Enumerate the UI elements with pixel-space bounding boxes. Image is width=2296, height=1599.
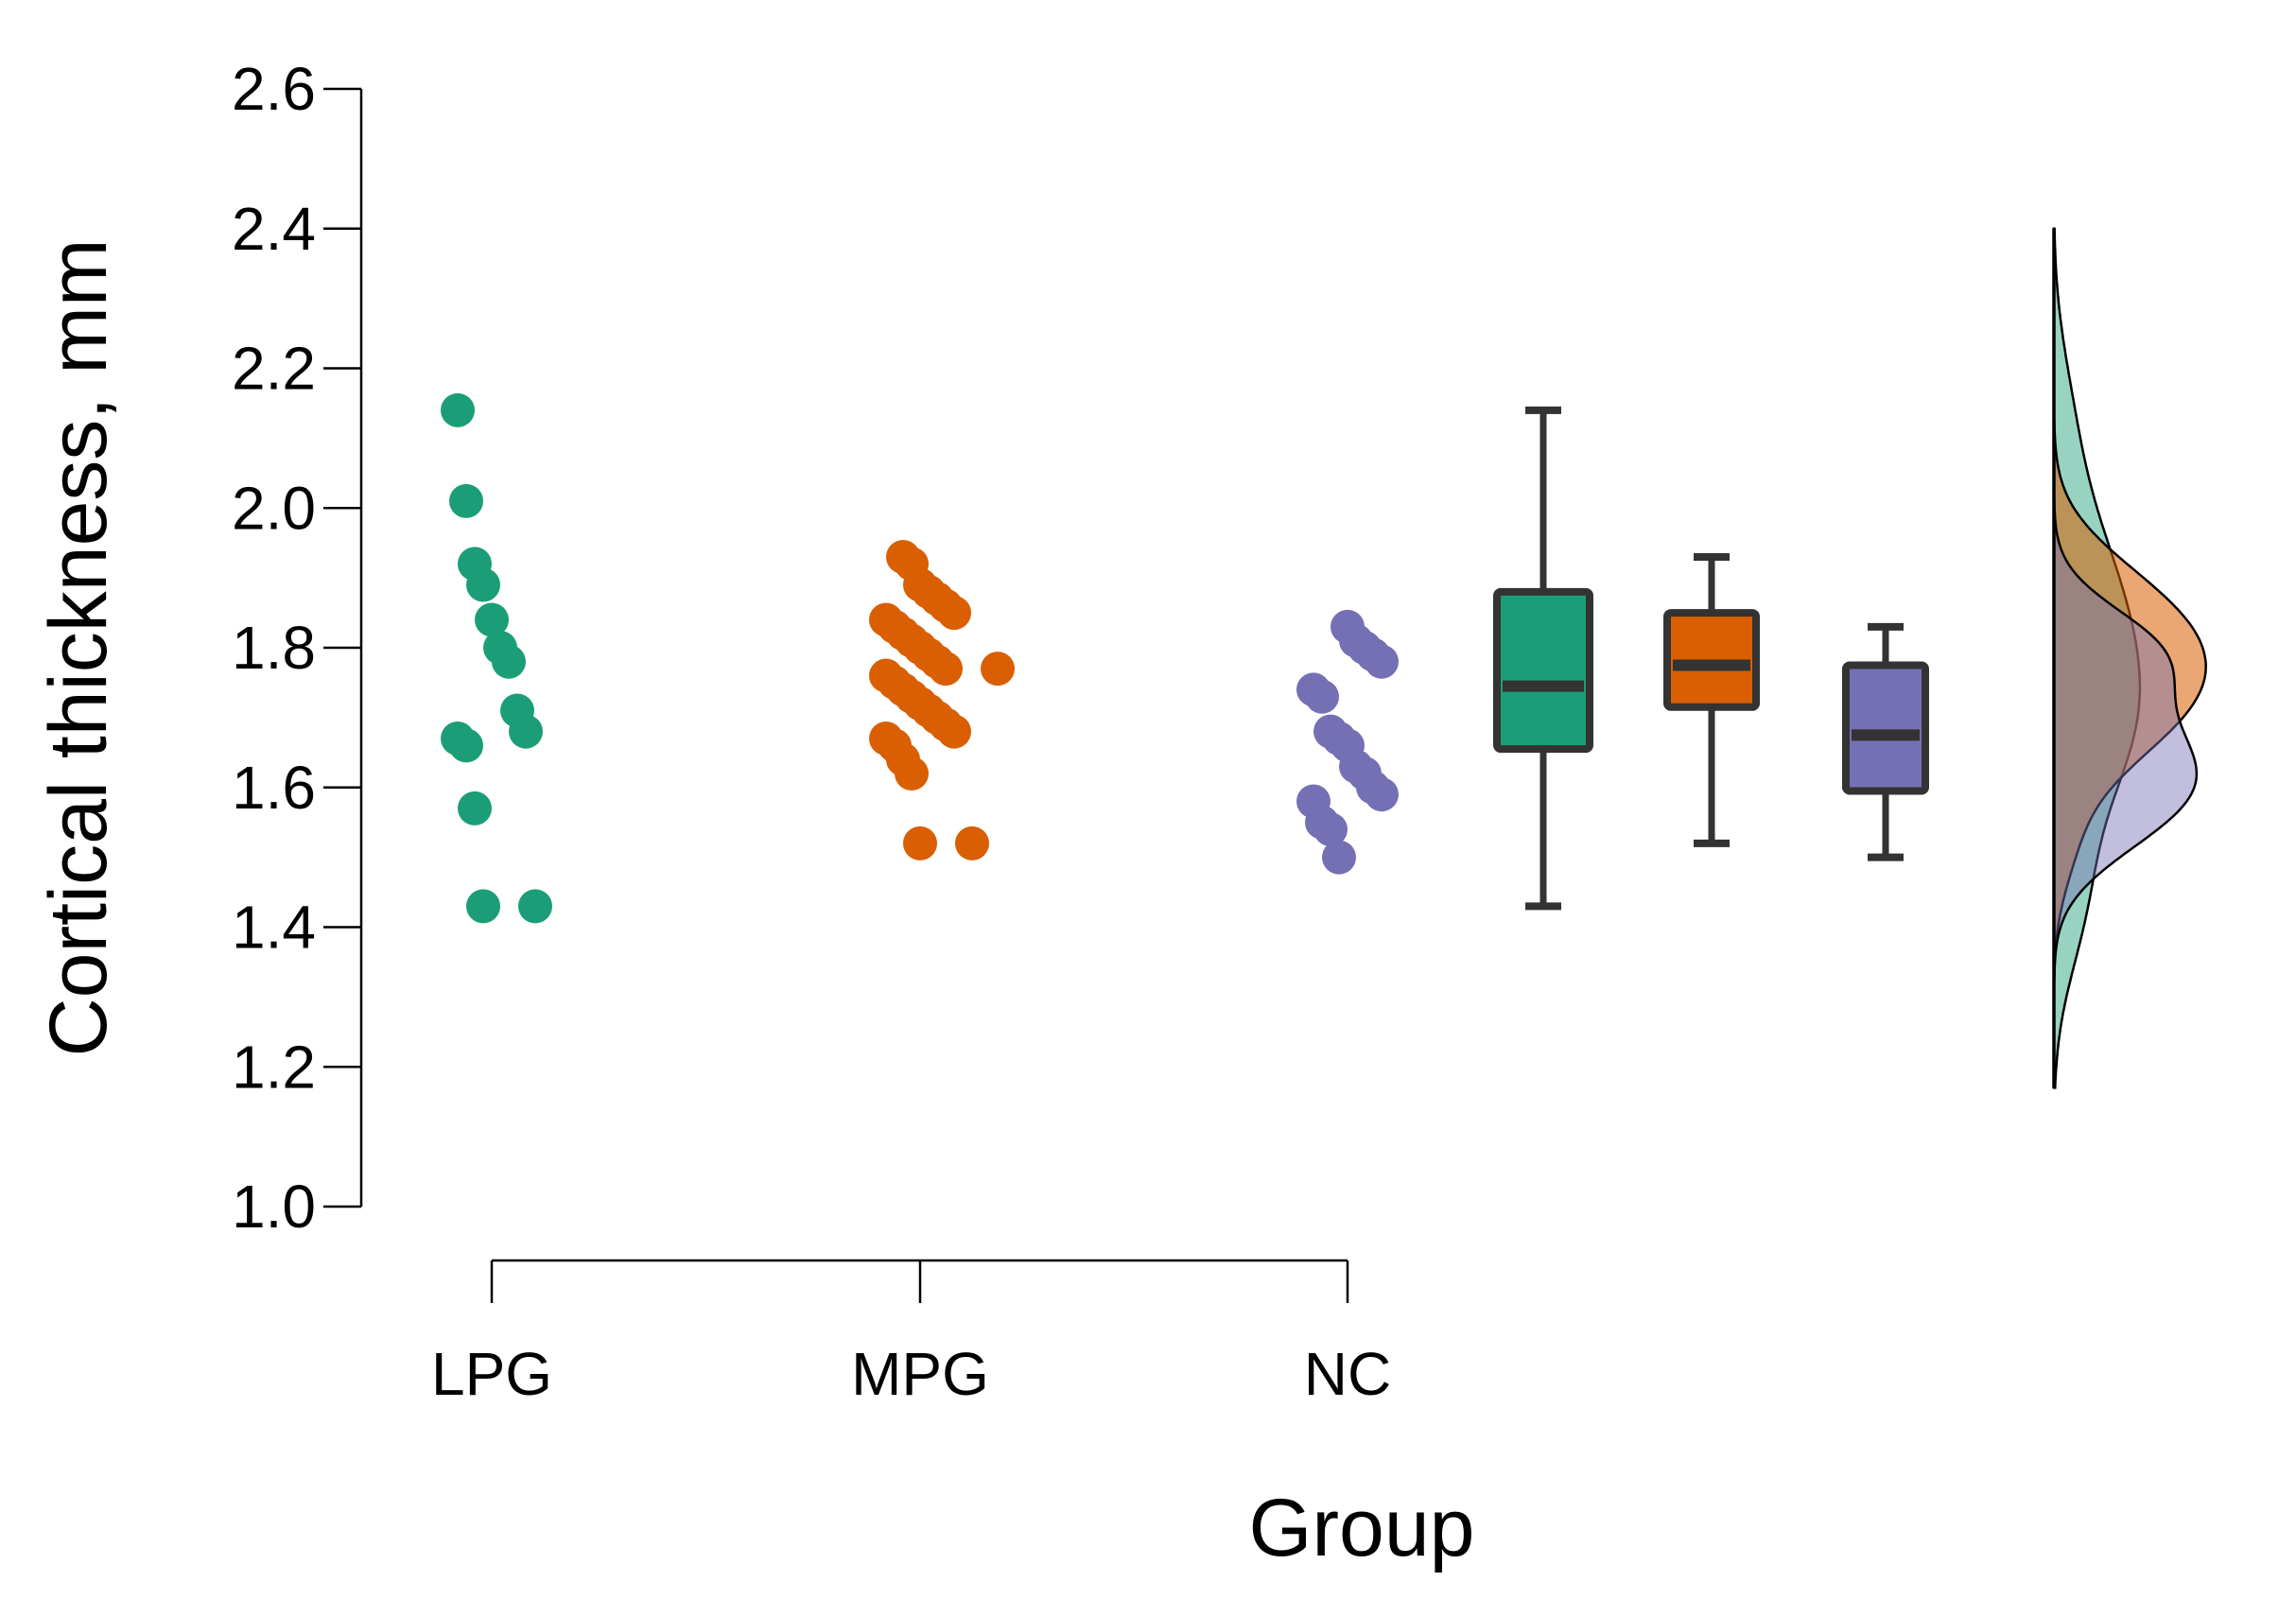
density-clouds — [2052, 227, 2207, 1089]
data-point-lpg — [466, 567, 500, 602]
data-point-lpg — [518, 889, 552, 924]
y-tick-label: 1.4 — [232, 894, 316, 962]
data-point-lpg — [466, 889, 500, 924]
data-point-mpg — [895, 756, 929, 791]
data-point-mpg — [955, 826, 989, 860]
y-tick-label: 1.0 — [232, 1173, 316, 1241]
x-tick-label-mpg: MPG — [851, 1340, 989, 1408]
y-axis-title: Cortical thickness, mm — [33, 239, 124, 1057]
y-tick-label: 1.6 — [232, 754, 316, 822]
data-point-mpg — [929, 652, 963, 687]
data-point-nc — [1305, 679, 1339, 714]
y-tick-label: 2.2 — [232, 335, 316, 403]
y-tick-label: 2.6 — [232, 55, 316, 123]
data-point-nc — [1322, 840, 1356, 875]
box-lpg — [1493, 587, 1593, 754]
data-point-nc — [1313, 812, 1348, 847]
scatter-points — [441, 392, 1399, 924]
x-axis-title: Group — [1248, 1483, 1474, 1573]
data-point-mpg — [937, 596, 971, 631]
data-point-mpg — [981, 652, 1015, 687]
data-point-nc — [1365, 777, 1399, 812]
y-tick-label: 1.2 — [232, 1033, 316, 1101]
y-tick-label: 2.0 — [232, 474, 316, 542]
x-tick-label-lpg: LPG — [431, 1340, 552, 1408]
y-tick-label: 1.8 — [232, 614, 316, 682]
y-tick-label: 2.4 — [232, 195, 316, 263]
data-point-lpg — [509, 714, 543, 749]
box-nc — [1842, 661, 1929, 795]
data-point-nc — [1365, 644, 1399, 679]
data-point-lpg — [458, 791, 492, 826]
data-point-lpg — [475, 602, 509, 637]
data-point-lpg — [492, 644, 526, 679]
x-axis: LPG MPG NC — [431, 1259, 1391, 1408]
data-point-mpg — [903, 826, 937, 860]
data-point-lpg — [441, 392, 475, 427]
x-tick-label-nc: NC — [1304, 1340, 1391, 1408]
y-axis: 1.0 1.2 1.4 1.6 1.8 2.0 2.2 2.4 2.6 — [232, 55, 363, 1241]
box-plots — [1493, 406, 1929, 911]
data-point-lpg — [449, 483, 483, 518]
data-point-mpg — [937, 714, 971, 749]
data-point-lpg — [449, 728, 483, 763]
